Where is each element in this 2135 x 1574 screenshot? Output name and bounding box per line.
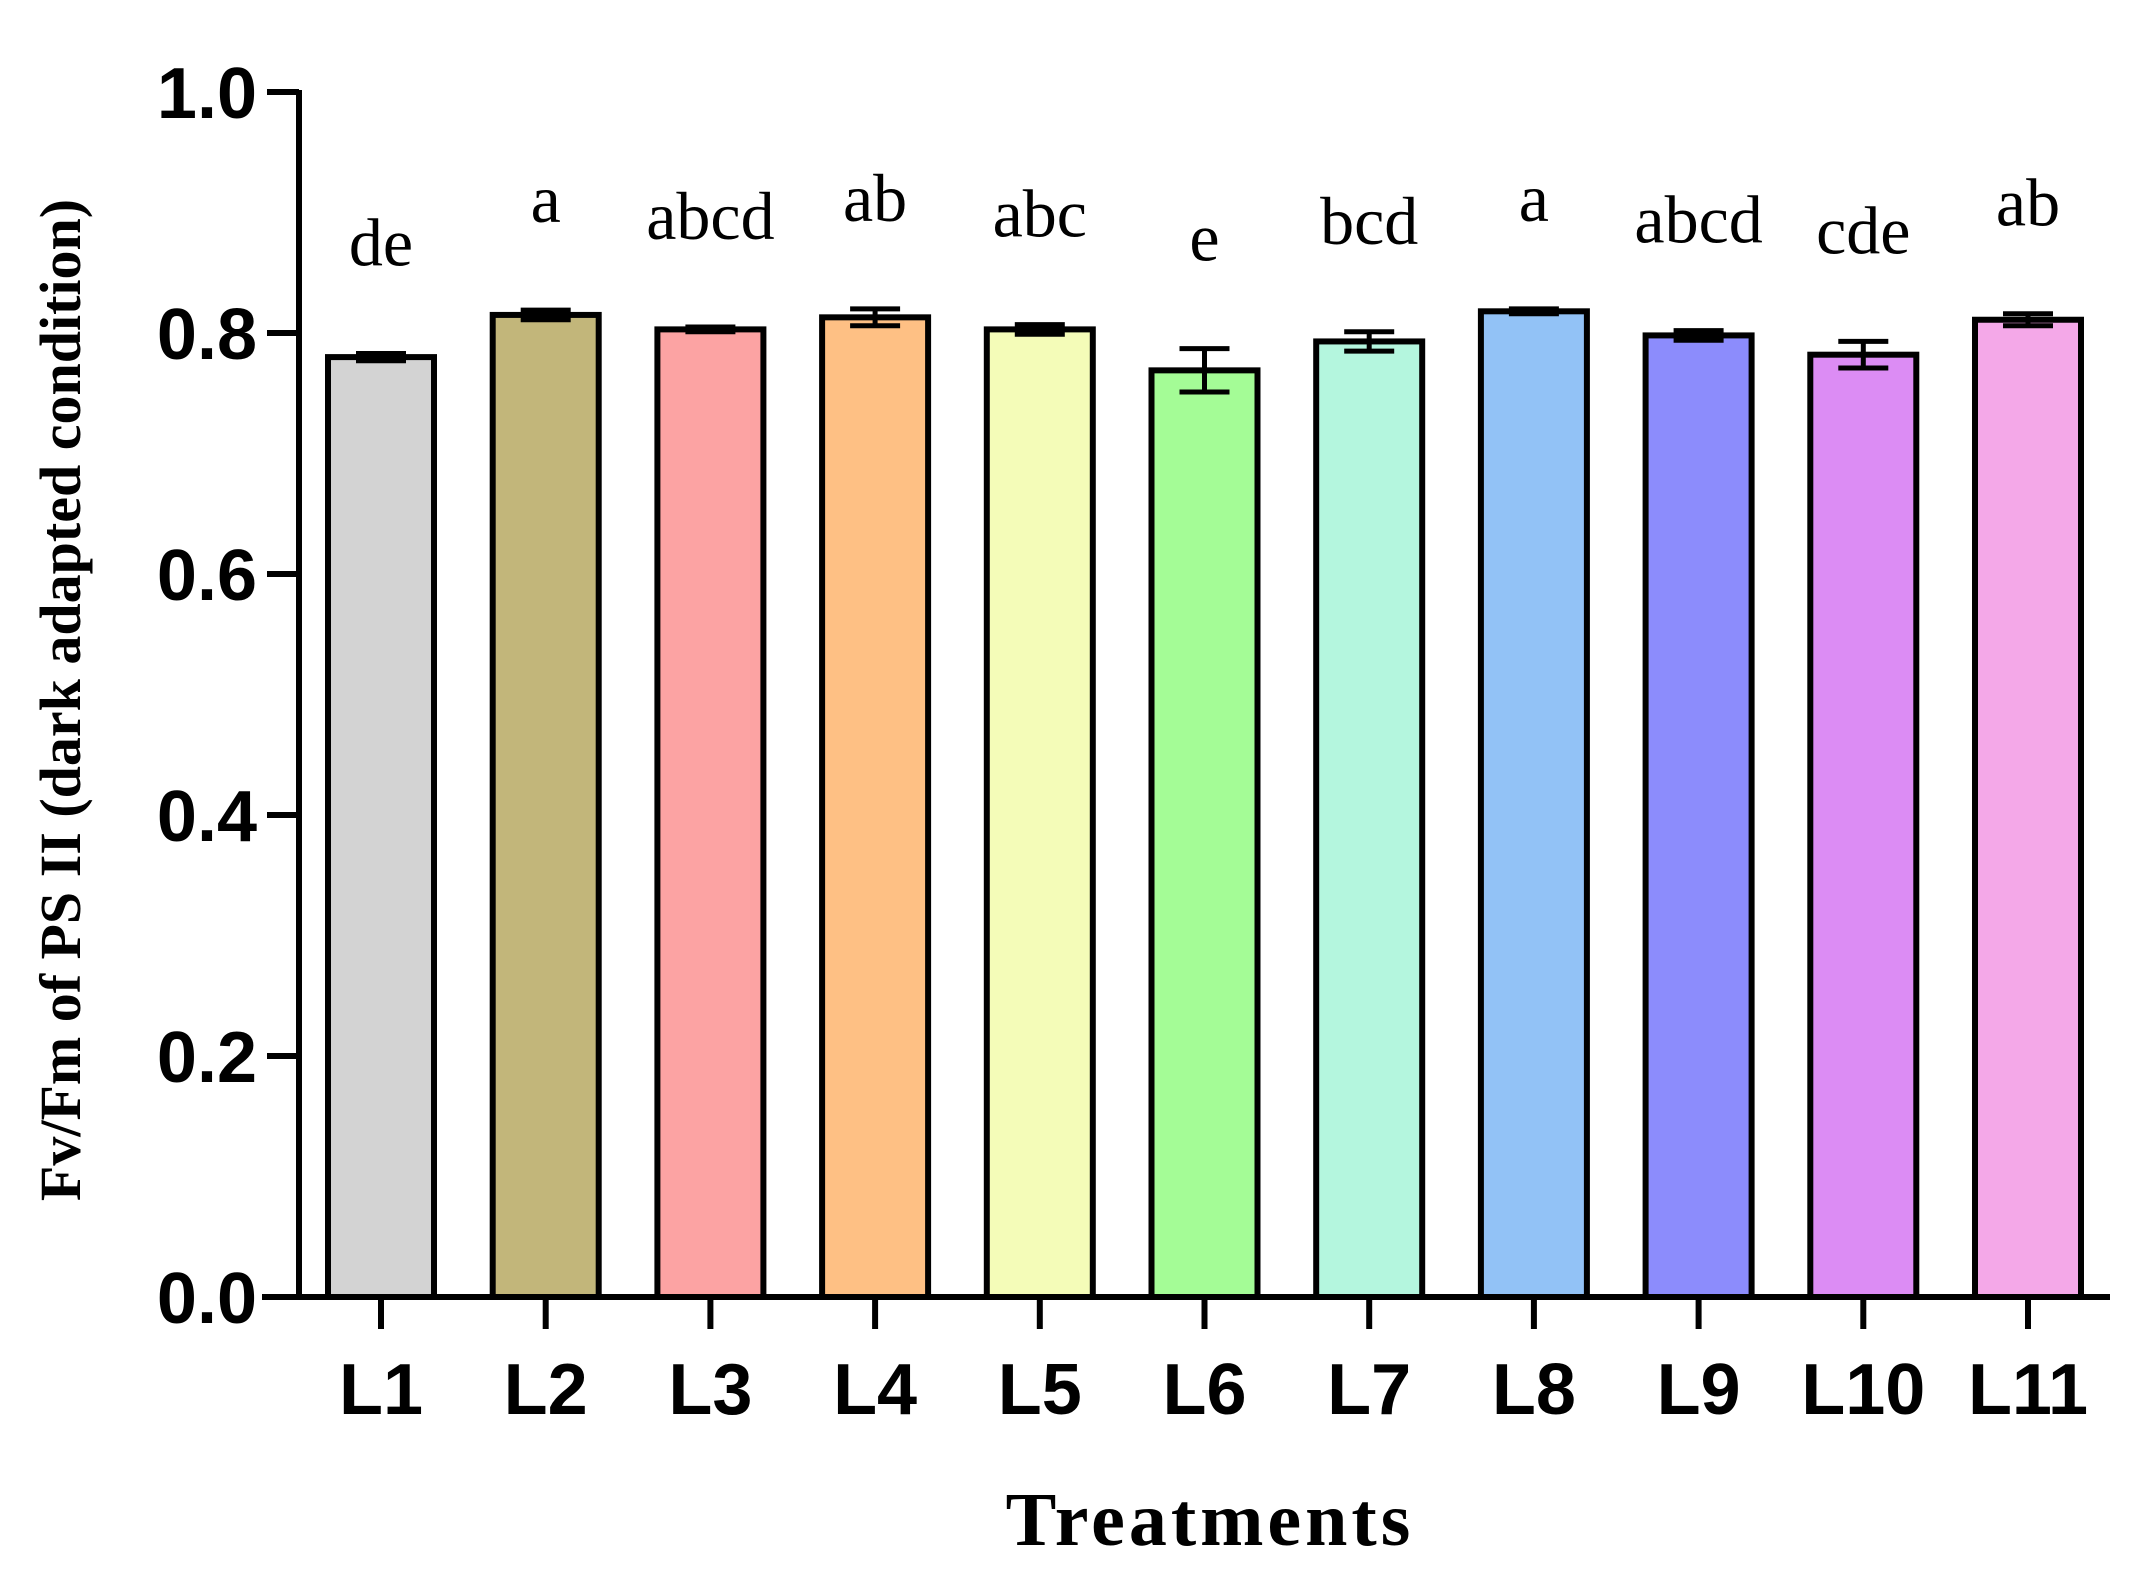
x-tick-label: L4 — [833, 1350, 917, 1430]
bar-L9 — [1642, 332, 1755, 1301]
x-tick-label: L11 — [1968, 1350, 2088, 1430]
bar-L4 — [819, 314, 932, 1300]
bar-L1 — [325, 354, 437, 1301]
bar-L8 — [1477, 308, 1590, 1300]
x-tick-label: L1 — [339, 1350, 423, 1430]
significance-label: a — [531, 161, 561, 237]
significance-label: ab — [843, 160, 907, 236]
y-tick-label: 0.2 — [157, 1018, 257, 1098]
x-tick-label: L2 — [504, 1350, 588, 1430]
bar-L10 — [1807, 351, 1920, 1300]
x-tick-label: L9 — [1657, 1350, 1741, 1430]
significance-label: e — [1189, 200, 1219, 276]
x-tick-label: L6 — [1162, 1350, 1246, 1430]
significance-label: bcd — [1320, 183, 1418, 259]
x-tick-label: L7 — [1327, 1350, 1411, 1430]
significance-label: abcd — [1634, 182, 1762, 258]
y-axis: 0.0 0.2 0.4 0.6 0.8 1.0 — [157, 54, 302, 1339]
bar-L3 — [654, 326, 767, 1300]
significance-label: de — [349, 204, 413, 280]
x-axis-title: Treatments — [1006, 1478, 1415, 1562]
bar-L11 — [1972, 316, 2084, 1300]
x-axis: L1 L2 L3 L4 L5 L6 L7 L8 L9 L10 L11 — [262, 1294, 2110, 1430]
y-tick-label: 0.6 — [157, 536, 257, 616]
x-tick-label: L3 — [668, 1350, 752, 1430]
bar-L7 — [1313, 338, 1426, 1300]
y-axis-title: Fv/Fm of PS II (dark adapted condition) — [28, 199, 93, 1201]
bar-L5 — [983, 326, 1096, 1300]
bar-L6 — [1148, 367, 1261, 1301]
significance-label: abcd — [646, 178, 774, 254]
y-tick-label: 0.0 — [157, 1259, 257, 1339]
significance-label: abc — [993, 176, 1087, 252]
y-tick-label: 1.0 — [157, 54, 257, 134]
significance-label: ab — [1996, 165, 2060, 241]
bar-L2 — [489, 311, 602, 1300]
significance-label: cde — [1816, 192, 1910, 268]
x-tick-label: L10 — [1801, 1350, 1925, 1430]
y-tick-label: 0.8 — [157, 295, 257, 375]
x-tick-label: L5 — [998, 1350, 1082, 1430]
y-tick-label: 0.4 — [157, 777, 257, 857]
x-tick-label: L8 — [1492, 1350, 1576, 1430]
bars: dea abcd ab abc e bcd a abcd cde ab — [325, 160, 2084, 1301]
significance-label: a — [1519, 160, 1549, 236]
